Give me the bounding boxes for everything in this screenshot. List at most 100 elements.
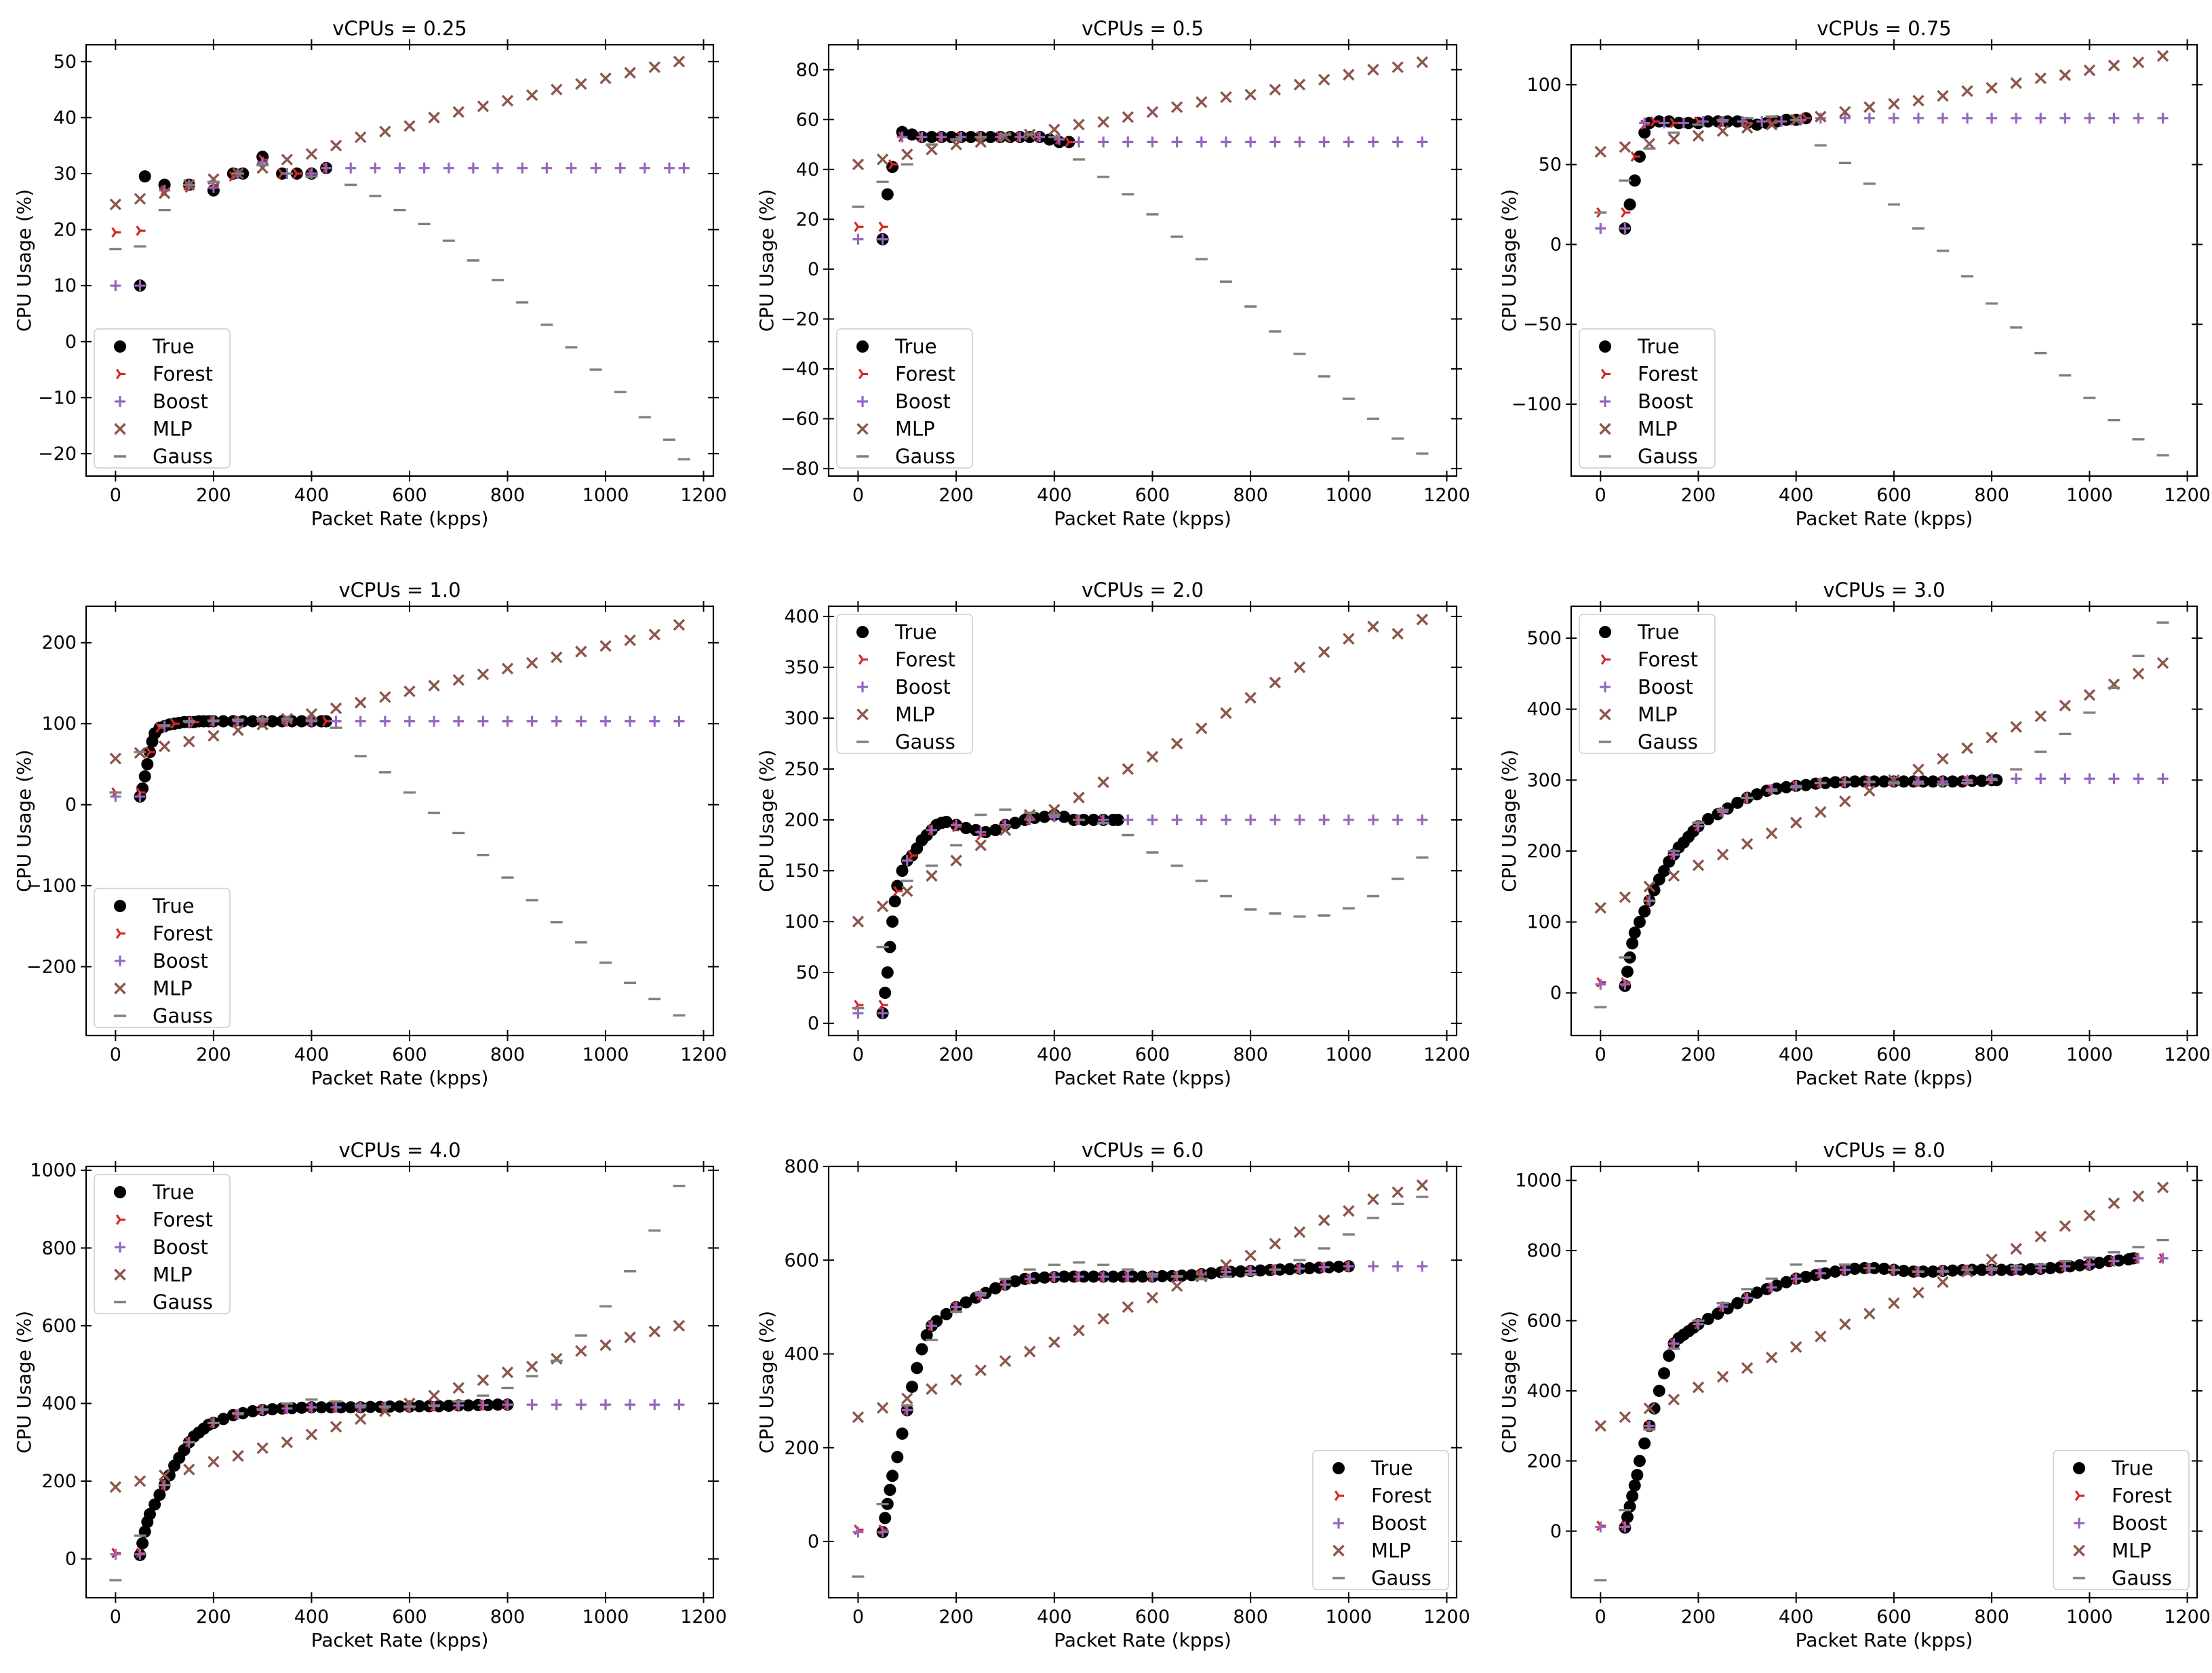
mlp-series: [852, 1179, 1429, 1423]
mlp-point: [974, 1364, 987, 1377]
y-tick-label: 800: [1526, 1240, 1562, 1261]
true-point: [266, 715, 279, 728]
legend-entry-mlp: MLP: [1332, 1539, 1411, 1562]
x-tick-label: 0: [1595, 485, 1606, 506]
legend-label: MLP: [2112, 1539, 2152, 1562]
y-tick-label: −100: [26, 875, 77, 897]
boost-point: [2157, 773, 2169, 785]
true-point: [1111, 814, 1124, 826]
legend: True Forest Boost MLP Gauss: [94, 1174, 231, 1314]
true-point: [1107, 1270, 1120, 1283]
mlp-point: [1343, 633, 1355, 645]
mlp-point: [1220, 707, 1232, 720]
mlp-point: [403, 685, 416, 698]
mlp-point: [379, 125, 391, 138]
legend-entry-true: True: [114, 1181, 195, 1204]
mlp-point: [208, 730, 220, 742]
mlp-point: [477, 1374, 490, 1386]
x-axis-label: Packet Rate (kpps): [1796, 507, 1973, 530]
true-series: [876, 125, 1075, 245]
true-point: [989, 824, 1002, 836]
mlp-point: [134, 1475, 146, 1487]
plot-area: [109, 618, 686, 1017]
mlp-point: [305, 1428, 318, 1441]
mlp-point: [624, 1331, 636, 1343]
true-point: [1701, 812, 1714, 825]
boost-point: [418, 162, 430, 174]
mlp-point: [1391, 1186, 1404, 1198]
legend-entry-boost: Boost: [1600, 390, 1693, 413]
boost-point: [1196, 814, 1207, 825]
legend-label: Boost: [1638, 675, 1693, 698]
mlp-point: [1912, 1286, 1924, 1299]
boost-point: [429, 715, 440, 727]
true-point: [884, 941, 896, 953]
boost-point: [901, 855, 913, 866]
mlp-point: [1318, 646, 1330, 658]
mlp-point: [1815, 111, 1827, 123]
chart-title: vCPUs = 2.0: [1082, 578, 1204, 602]
legend-label: Gauss: [153, 1004, 213, 1027]
x-tick-label: 0: [852, 1044, 864, 1065]
boost-point: [639, 162, 650, 174]
mlp-point: [1986, 731, 1998, 744]
legend-label: MLP: [1638, 418, 1678, 441]
legend-entry-gauss: Gauss: [856, 730, 955, 753]
forest-point: [907, 850, 917, 861]
legend-label: Forest: [2112, 1484, 2172, 1508]
y-tick-label: 0: [808, 1531, 819, 1552]
true-point: [1058, 1270, 1071, 1283]
boost-point: [2108, 113, 2120, 124]
true-series: [876, 808, 1124, 1019]
y-tick-label: −200: [26, 956, 77, 977]
true-point: [2044, 1261, 2057, 1274]
boost-point: [575, 1399, 587, 1411]
true-point: [114, 900, 126, 912]
true-point: [2093, 1257, 2106, 1269]
legend-label: MLP: [1638, 703, 1678, 726]
mlp-point: [926, 143, 938, 156]
boost-point: [1417, 1261, 1428, 1272]
true-point: [1303, 1262, 1316, 1275]
legend-box: [94, 888, 231, 1028]
true-series: [134, 1398, 514, 1561]
legend-entry-boost: Boost: [1600, 675, 1693, 698]
legend-label: Forest: [895, 363, 955, 386]
boost-point: [551, 715, 562, 727]
mlp-point: [1343, 1204, 1355, 1217]
mlp-point: [1293, 661, 1306, 673]
boost-point: [678, 162, 690, 174]
boost-point: [526, 715, 538, 727]
boost-point: [1863, 113, 1875, 124]
mlp-series: [109, 1320, 686, 1493]
mlp-point: [114, 1268, 126, 1281]
boost-point: [625, 1399, 636, 1411]
true-series: [134, 151, 333, 292]
mlp-point: [2059, 699, 2072, 712]
boost-point: [2059, 773, 2071, 785]
legend-entry-boost: Boost: [115, 390, 208, 413]
true-point: [1751, 788, 1764, 801]
legend-label: Boost: [895, 390, 951, 413]
mlp-point: [1863, 785, 1876, 797]
mlp-point: [354, 696, 367, 709]
true-point: [114, 1186, 126, 1198]
y-tick-label: 300: [1526, 770, 1562, 791]
chart-title: vCPUs = 1.0: [338, 578, 460, 602]
true-point: [153, 1489, 166, 1501]
y-tick-label: 100: [784, 911, 819, 932]
mlp-point: [974, 839, 987, 852]
forest-point: [292, 168, 302, 179]
boost-point: [1147, 136, 1158, 148]
legend-entry-gauss: Gauss: [1332, 1567, 1431, 1590]
mlp-point: [1146, 751, 1159, 763]
boost-point: [1318, 136, 1330, 148]
forest-point: [854, 221, 864, 233]
true-point: [856, 340, 869, 353]
true-point: [886, 916, 899, 928]
mlp-point: [575, 1345, 587, 1357]
mlp-point: [1343, 68, 1355, 81]
true-point: [1621, 1511, 1634, 1524]
x-tick-label: 0: [110, 1044, 121, 1065]
x-tick-label: 1200: [2164, 485, 2211, 506]
